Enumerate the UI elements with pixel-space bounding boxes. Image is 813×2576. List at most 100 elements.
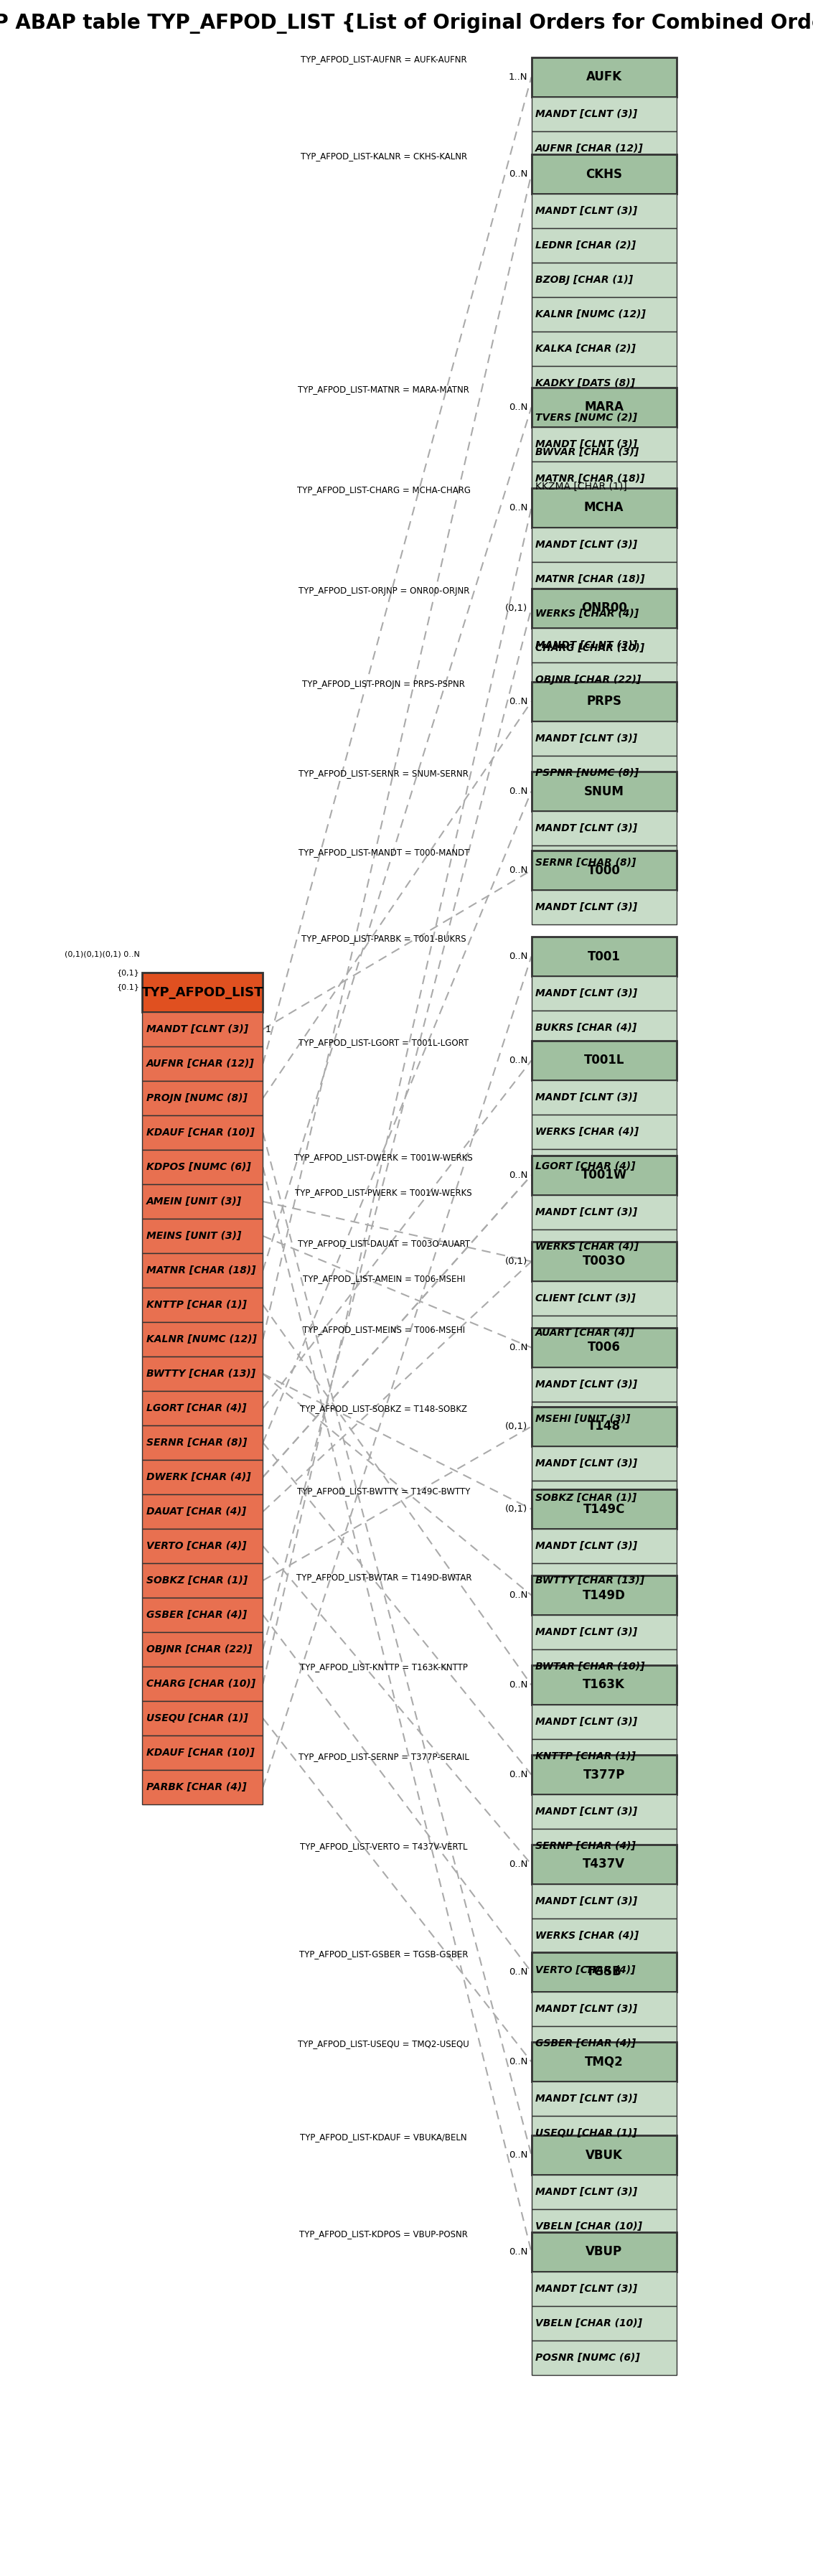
Text: T148: T148 <box>588 1419 620 1432</box>
Bar <box>532 891 676 925</box>
Text: {0.1}: {0.1} <box>117 984 140 992</box>
Bar <box>532 587 676 629</box>
Text: MANDT [CLNT (3)]: MANDT [CLNT (3)] <box>535 824 637 832</box>
Text: MANDT [CLNT (3)]: MANDT [CLNT (3)] <box>535 206 637 216</box>
Bar <box>142 1082 263 1115</box>
Bar <box>532 2233 676 2272</box>
Text: MATNR [CHAR (18)]: MATNR [CHAR (18)] <box>535 574 645 585</box>
Text: TYP_AFPOD_LIST-SERNR = SNUM-SERNR: TYP_AFPOD_LIST-SERNR = SNUM-SERNR <box>298 770 469 778</box>
Bar <box>532 1229 676 1265</box>
Text: CKHS: CKHS <box>585 167 622 180</box>
Bar <box>142 1012 263 1046</box>
Text: USEQU [CHAR (1)]: USEQU [CHAR (1)] <box>535 2128 637 2138</box>
Bar <box>532 850 676 891</box>
Text: KNTTP [CHAR (1)]: KNTTP [CHAR (1)] <box>146 1301 246 1309</box>
Text: 1..N: 1..N <box>508 72 528 82</box>
Text: 0..N: 0..N <box>508 698 528 706</box>
Text: CHARG [CHAR (10)]: CHARG [CHAR (10)] <box>535 644 645 654</box>
Bar <box>532 598 676 631</box>
Bar <box>532 435 676 469</box>
Text: TYP_AFPOD_LIST-KDAUF = VBUKA/BELN: TYP_AFPOD_LIST-KDAUF = VBUKA/BELN <box>300 2133 467 2143</box>
Bar <box>532 1883 676 1919</box>
Bar <box>532 1664 676 1705</box>
Text: T149C: T149C <box>583 1502 625 1515</box>
Bar <box>532 131 676 165</box>
Bar <box>532 1010 676 1046</box>
Text: T003O: T003O <box>582 1255 626 1267</box>
Text: KADKY [DATS (8)]: KADKY [DATS (8)] <box>535 379 635 389</box>
Text: TYP_AFPOD_LIST-PWERK = T001W-WERKS: TYP_AFPOD_LIST-PWERK = T001W-WERKS <box>295 1188 472 1198</box>
Bar <box>532 2272 676 2306</box>
Bar <box>532 193 676 229</box>
Text: KDAUF [CHAR (10)]: KDAUF [CHAR (10)] <box>146 1128 254 1139</box>
Bar <box>532 1041 676 1079</box>
Text: MANDT [CLNT (3)]: MANDT [CLNT (3)] <box>535 902 637 912</box>
Text: MANDT [CLNT (3)]: MANDT [CLNT (3)] <box>535 1381 637 1388</box>
Bar <box>532 263 676 296</box>
Bar <box>532 1280 676 1316</box>
Text: VBUK: VBUK <box>585 2148 623 2161</box>
Text: DAUAT [CHAR (4)]: DAUAT [CHAR (4)] <box>146 1507 246 1517</box>
Bar <box>142 1149 263 1185</box>
Text: MANDT [CLNT (3)]: MANDT [CLNT (3)] <box>535 1716 637 1726</box>
Text: 0..N: 0..N <box>508 2151 528 2159</box>
Text: ONR00: ONR00 <box>581 603 627 616</box>
Text: TYP_AFPOD_LIST-SOBKZ = T148-SOBKZ: TYP_AFPOD_LIST-SOBKZ = T148-SOBKZ <box>300 1404 467 1414</box>
Text: TYP_AFPOD_LIST-MATNR = MARA-MATNR: TYP_AFPOD_LIST-MATNR = MARA-MATNR <box>298 384 469 394</box>
Bar <box>142 1633 263 1667</box>
Bar <box>532 1368 676 1401</box>
Text: SAP ABAP table TYP_AFPOD_LIST {List of Original Orders for Combined Order}: SAP ABAP table TYP_AFPOD_LIST {List of O… <box>0 13 813 33</box>
Bar <box>142 1667 263 1700</box>
Text: PROJN [NUMC (8)]: PROJN [NUMC (8)] <box>146 1092 247 1103</box>
Text: POSNR [NUMC (6)]: POSNR [NUMC (6)] <box>535 2352 640 2362</box>
Bar <box>532 386 676 428</box>
Bar <box>532 721 676 755</box>
Text: VBELN [CHAR (10)]: VBELN [CHAR (10)] <box>535 2221 642 2231</box>
Text: KDAUF [CHAR (10)]: KDAUF [CHAR (10)] <box>146 1747 254 1757</box>
Bar <box>532 1953 676 1991</box>
Text: 0..N: 0..N <box>508 1860 528 1870</box>
Text: LGORT [CHAR (4)]: LGORT [CHAR (4)] <box>146 1404 246 1414</box>
Text: BWTTY [CHAR (13)]: BWTTY [CHAR (13)] <box>146 1368 255 1378</box>
Text: CHARG [CHAR (10)]: CHARG [CHAR (10)] <box>146 1680 255 1690</box>
Text: 0..N: 0..N <box>508 1170 528 1180</box>
Text: TYP_AFPOD_LIST-DAUAT = T003O-AUART: TYP_AFPOD_LIST-DAUAT = T003O-AUART <box>298 1239 470 1249</box>
Bar <box>142 1358 263 1391</box>
Text: MANDT [CLNT (3)]: MANDT [CLNT (3)] <box>535 2187 637 2197</box>
Bar <box>532 2081 676 2115</box>
Text: SNUM: SNUM <box>584 786 624 799</box>
Text: 0..N: 0..N <box>508 402 528 412</box>
Text: MANDT [CLNT (3)]: MANDT [CLNT (3)] <box>535 1092 637 1103</box>
Text: GSBER [CHAR (4)]: GSBER [CHAR (4)] <box>535 2038 636 2048</box>
Text: TYP_AFPOD_LIST-CHARG = MCHA-CHARG: TYP_AFPOD_LIST-CHARG = MCHA-CHARG <box>297 484 471 495</box>
Text: TYP_AFPOD_LIST-PARBK = T001-BUKRS: TYP_AFPOD_LIST-PARBK = T001-BUKRS <box>302 935 466 943</box>
Bar <box>142 1046 263 1082</box>
Text: SERNR [CHAR (8)]: SERNR [CHAR (8)] <box>146 1437 247 1448</box>
Text: TVERS [NUMC (2)]: TVERS [NUMC (2)] <box>535 412 637 422</box>
Bar <box>532 1528 676 1564</box>
Bar <box>532 296 676 332</box>
Text: T377P: T377P <box>583 1767 625 1780</box>
Text: MANDT [CLNT (3)]: MANDT [CLNT (3)] <box>535 2094 637 2105</box>
Bar <box>532 1195 676 1229</box>
Text: SERNR [CHAR (8)]: SERNR [CHAR (8)] <box>535 858 636 868</box>
Text: WERKS [CHAR (4)]: WERKS [CHAR (4)] <box>535 1932 639 1940</box>
Text: TYP_AFPOD_LIST-AMEIN = T006-MSEHI: TYP_AFPOD_LIST-AMEIN = T006-MSEHI <box>302 1275 465 1283</box>
Bar <box>532 631 676 665</box>
Bar <box>532 662 676 698</box>
Text: OBJNR [CHAR (22)]: OBJNR [CHAR (22)] <box>535 675 641 685</box>
Text: AUFK: AUFK <box>586 70 622 82</box>
Bar <box>532 938 676 976</box>
Bar <box>532 1481 676 1515</box>
Text: CLIENT [CLNT (3)]: CLIENT [CLNT (3)] <box>535 1293 636 1303</box>
Bar <box>142 1564 263 1597</box>
Text: AUFNR [CHAR (12)]: AUFNR [CHAR (12)] <box>146 1059 254 1069</box>
Text: 0..N: 0..N <box>508 1056 528 1064</box>
Bar <box>142 1391 263 1425</box>
Text: 0..N: 0..N <box>508 1968 528 1976</box>
Text: 0..N: 0..N <box>508 1589 528 1600</box>
Text: TYP_AFPOD_LIST-MEINS = T006-MSEHI: TYP_AFPOD_LIST-MEINS = T006-MSEHI <box>302 1324 465 1334</box>
Text: TYP_AFPOD_LIST-ORJNP = ONR00-ORJNR: TYP_AFPOD_LIST-ORJNP = ONR00-ORJNR <box>298 587 469 595</box>
Bar <box>532 683 676 721</box>
Bar <box>142 1425 263 1461</box>
